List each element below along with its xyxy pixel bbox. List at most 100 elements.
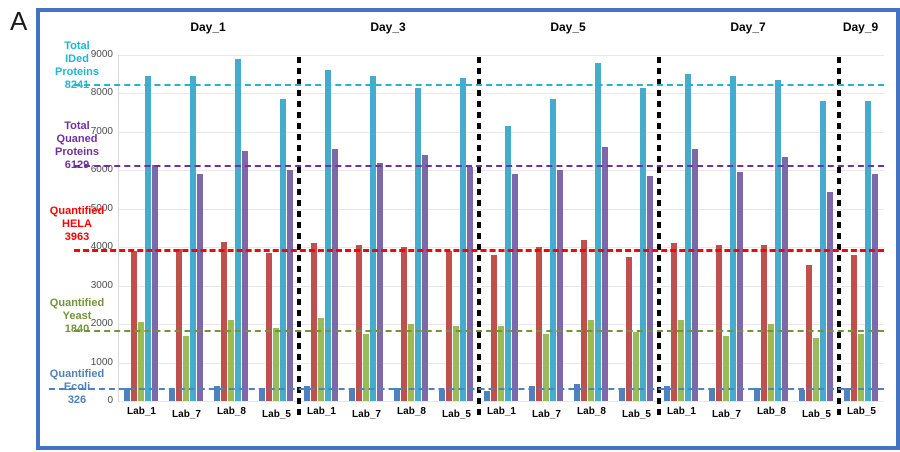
bar-total-quaned-proteins <box>332 149 338 401</box>
x-axis-label: Lab_1 <box>127 406 156 417</box>
bar-total-ided-proteins <box>640 87 646 401</box>
y-axis-tick: 4000 <box>90 241 113 253</box>
y-axis-tick: 8000 <box>90 87 113 99</box>
gridline <box>119 55 884 56</box>
bar-quantified-hela <box>626 256 632 401</box>
bar-total-quaned-proteins <box>827 191 833 401</box>
ref-label-quantified-ecoli-326: Quantified Ecoli 326 <box>40 368 114 407</box>
ref-label-line: 8241 <box>64 79 90 91</box>
ref-line-quantified-yeast-1840 <box>74 330 884 333</box>
day-header: Day_9 <box>842 20 879 34</box>
x-axis-label: Lab_8 <box>397 406 426 417</box>
bar-quantified-yeast <box>363 333 369 401</box>
bar-quantified-hela <box>806 264 812 401</box>
bar-quantified-ecoli <box>529 385 535 401</box>
bar-total-quaned-proteins <box>782 156 788 401</box>
bar-quantified-ecoli <box>619 387 625 401</box>
ref-label-line: Yeast <box>62 310 92 322</box>
ref-label-line: Proteins <box>54 66 99 78</box>
bar-total-ided-proteins <box>370 76 376 401</box>
bar-quantified-ecoli <box>799 389 805 401</box>
ref-label-line: 1840 <box>64 323 90 335</box>
ref-label-total-quaned-proteins-6129: Total Quaned Proteins 6129 <box>40 120 114 172</box>
bar-total-ided-proteins <box>145 76 151 401</box>
bar-total-quaned-proteins <box>692 149 698 401</box>
x-axis-label: Lab_1 <box>307 406 336 417</box>
bar-quantified-hela <box>716 245 722 401</box>
bar-quantified-yeast <box>318 318 324 401</box>
x-axis-label: Lab_8 <box>577 406 606 417</box>
bar-total-ided-proteins <box>190 76 196 401</box>
gridline <box>119 131 884 133</box>
bar-quantified-yeast <box>183 335 189 401</box>
bar-quantified-hela <box>401 247 407 401</box>
bar-total-ided-proteins <box>505 126 511 401</box>
bar-quantified-ecoli <box>709 387 715 401</box>
ref-label-line: 6129 <box>64 159 90 171</box>
bar-total-quaned-proteins <box>602 147 608 401</box>
ref-line-quantified-ecoli-326 <box>49 388 884 391</box>
y-axis-tick: 9000 <box>90 49 113 60</box>
bar-quantified-ecoli <box>484 391 490 401</box>
chart-panel: 0 1000 2000 3000 4000 5000 6000 7000 8000 9000 Lab… <box>36 8 900 450</box>
x-axis-label: Lab_1 <box>487 406 516 417</box>
bar-total-quaned-proteins <box>512 174 518 401</box>
bar-quantified-hela <box>491 254 497 401</box>
ref-label-line: Quantified <box>49 297 105 309</box>
x-axis-label: Lab_7 <box>532 409 561 420</box>
plot-area: 0 1000 2000 3000 4000 5000 6000 7000 8000 9000 Lab… <box>49 49 884 420</box>
gridline <box>119 324 884 326</box>
ref-label-quantified-yeast-1840: Quantified Yeast 1840 <box>40 297 114 336</box>
ref-label-line: Total <box>64 40 90 52</box>
y-axis-tick: 6000 <box>90 164 113 176</box>
ref-line-quantified-hela-3963 <box>74 248 884 252</box>
day-separator <box>297 57 301 419</box>
ref-label-total-ided-proteins-8241: Total IDed Proteins 8241 <box>40 40 114 92</box>
bar-quantified-yeast <box>273 328 279 401</box>
bar-quantified-ecoli <box>304 385 310 401</box>
bar-total-quaned-proteins <box>152 164 158 401</box>
day-separator <box>837 57 841 419</box>
bar-quantified-hela <box>356 245 362 401</box>
bar-quantified-yeast <box>453 326 459 401</box>
bar-total-ided-proteins <box>415 87 421 401</box>
bar-quantified-yeast <box>678 320 684 401</box>
y-axis-tick: 3000 <box>90 279 113 291</box>
day-header: Day_7 <box>730 20 766 34</box>
gridline <box>119 285 884 287</box>
bar-quantified-ecoli <box>844 387 850 401</box>
bar-quantified-hela <box>221 241 227 401</box>
bar-total-ided-proteins <box>325 70 331 401</box>
bar-total-ided-proteins <box>460 78 466 401</box>
bar-quantified-hela <box>536 247 542 401</box>
ref-label-line: Quantified <box>49 368 105 380</box>
x-axis-label: Lab_8 <box>757 406 786 417</box>
bar-total-quaned-proteins <box>422 155 428 401</box>
bar-quantified-yeast <box>543 333 549 401</box>
ref-label-line: Quaned <box>56 133 98 145</box>
y-axis-tick: 7000 <box>90 125 113 137</box>
bar-quantified-yeast <box>813 337 819 401</box>
bar-quantified-yeast <box>588 320 594 401</box>
ref-line-total-ided-proteins-8241 <box>74 84 884 87</box>
ref-label-line: Quantified <box>49 205 105 217</box>
x-axis-label: Lab_5 <box>262 409 291 420</box>
ref-label-line: HELA <box>62 218 92 230</box>
bar-quantified-ecoli <box>439 389 445 401</box>
gridline <box>119 170 884 172</box>
day-header: Day_5 <box>550 20 586 34</box>
bar-total-quaned-proteins <box>647 176 653 401</box>
bar-quantified-ecoli <box>169 389 175 401</box>
bar-total-ided-proteins <box>235 58 241 401</box>
y-axis-tick: 5000 <box>90 202 113 214</box>
bar-total-ided-proteins <box>685 74 691 401</box>
bar-total-quaned-proteins <box>872 174 878 401</box>
bar-quantified-yeast <box>633 331 639 401</box>
bar-quantified-ecoli <box>754 387 760 401</box>
ref-label-line: Proteins <box>54 146 99 158</box>
bar-quantified-ecoli <box>349 387 355 401</box>
x-axis-label: Lab_1 <box>667 406 696 417</box>
x-axis-label: Lab_5 <box>622 409 651 420</box>
bar-quantified-ecoli <box>574 383 580 401</box>
gridline <box>119 93 884 95</box>
